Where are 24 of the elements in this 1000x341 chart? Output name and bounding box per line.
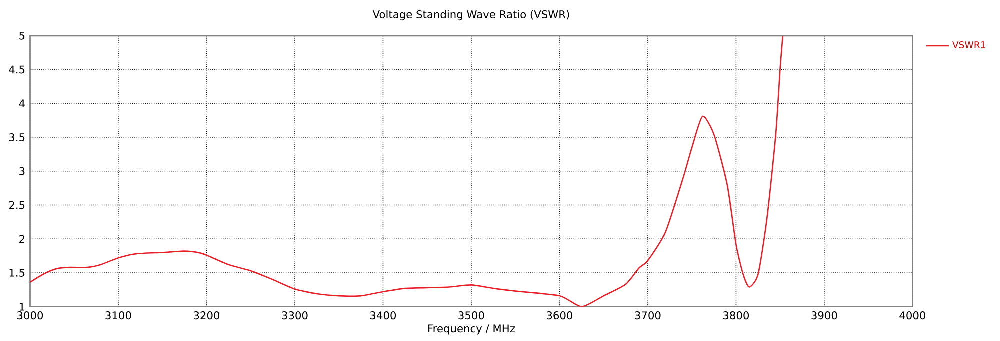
y-tick-label: 3 xyxy=(20,167,25,176)
x-tick-label: 3300 xyxy=(282,312,308,320)
y-tick-label: 1.5 xyxy=(10,269,25,277)
x-tick-label: 3600 xyxy=(547,312,573,320)
x-tick-label: 4000 xyxy=(900,312,926,320)
x-tick-label: 3100 xyxy=(106,312,132,320)
x-tick-label: 3500 xyxy=(458,312,484,320)
line-series xyxy=(30,36,784,307)
x-axis-title: Frequency / MHz xyxy=(428,324,516,335)
x-tick-label: 3200 xyxy=(194,312,220,320)
legend-label: VSWR1 xyxy=(952,42,986,49)
x-tick-label: 3800 xyxy=(723,312,750,320)
x-tick-label: 3700 xyxy=(635,312,661,320)
y-tick-label: 2 xyxy=(20,235,24,244)
chart-title: Voltage Standing Wave Ratio (VSWR) xyxy=(372,10,570,21)
y-tick-label: 3.5 xyxy=(9,134,25,142)
y-tick-label: 1 xyxy=(20,303,25,311)
y-tick-label: 4.5 xyxy=(9,66,25,74)
y-tick-label: 2.5 xyxy=(9,201,25,210)
x-tick-label: 3400 xyxy=(370,312,396,320)
y-tick-label: 4 xyxy=(19,100,25,108)
x-tick-label: 3000 xyxy=(18,312,44,320)
y-tick-label: 5 xyxy=(20,32,25,40)
x-tick-label: 3900 xyxy=(812,312,838,320)
